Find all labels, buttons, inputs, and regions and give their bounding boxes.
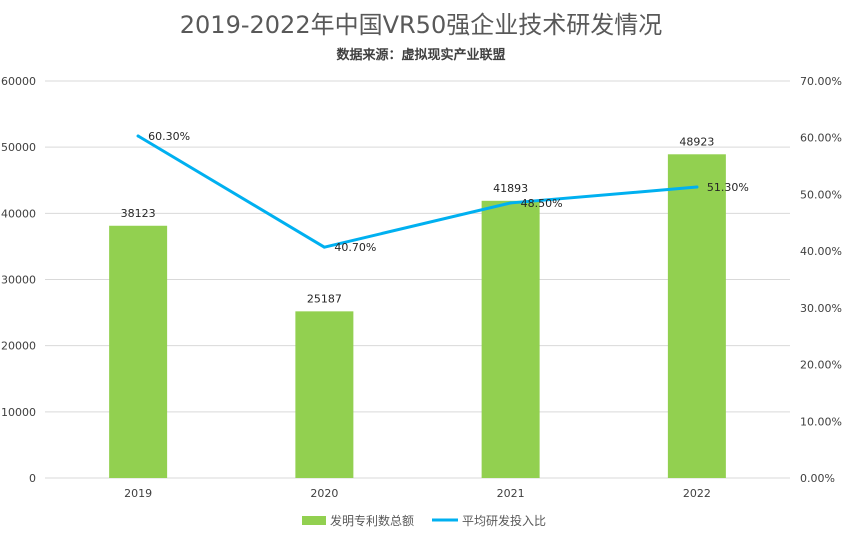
bar [295,311,354,478]
line-point [136,134,140,138]
data-labels: 38123 25187 41893 48923 60.30% 40.70% 48.50% 51… [121,130,749,305]
y-right-tick-label: 20.00% [800,359,842,372]
y-right-tick-label: 50.00% [800,188,842,201]
line-point [695,185,699,189]
y-right-tick-label: 40.00% [800,245,842,258]
bar [481,200,540,478]
legend-bar-label: 发明专利数总额 [330,513,414,528]
bar-value-label: 38123 [121,207,156,220]
x-tick-label: 2021 [497,487,525,500]
legend-line-label: 平均研发投入比 [462,513,546,528]
y-right-tick-label: 60.00% [800,132,842,145]
line-path [136,134,699,249]
bar [667,154,726,478]
legend: 发明专利数总额 平均研发投入比 [302,513,546,528]
x-tick-label: 2022 [683,487,711,500]
chart-subtitle: 数据来源：虚拟现实产业联盟 [336,47,505,63]
axis-labels: 0 10000 20000 30000 40000 50000 60000 0.00% 10.0… [1,75,842,500]
line-value-label: 51.30% [707,181,749,194]
line-value-label: 48.50% [521,197,563,210]
x-tick-label: 2019 [124,487,152,500]
y-right-tick-label: 30.00% [800,302,842,315]
y-left-tick-label: 40000 [1,207,36,220]
bar-value-label: 48923 [679,135,714,148]
y-right-tick-label: 0.00% [800,472,835,485]
bar-series [109,154,726,478]
line-value-label: 40.70% [334,241,376,254]
x-tick-label: 2020 [310,487,338,500]
line-value-label: 60.30% [148,130,190,143]
gridlines [45,80,790,479]
y-left-tick-label: 30000 [1,274,36,287]
y-left-tick-label: 60000 [1,75,36,88]
line-point [322,245,326,249]
legend-bar-swatch [302,516,326,525]
bar-value-label: 25187 [307,292,342,305]
bar [109,225,168,478]
y-right-tick-label: 70.00% [800,75,842,88]
y-left-tick-label: 10000 [1,406,36,419]
y-left-tick-label: 20000 [1,340,36,353]
y-left-tick-label: 50000 [1,141,36,154]
line-point [509,201,513,205]
chart-title: 2019-2022年中国VR50强企业技术研发情况 [180,11,662,39]
bar-value-label: 41893 [493,182,528,195]
y-right-tick-label: 10.00% [800,415,842,428]
y-left-tick-label: 0 [29,472,36,485]
line-series [136,134,699,249]
